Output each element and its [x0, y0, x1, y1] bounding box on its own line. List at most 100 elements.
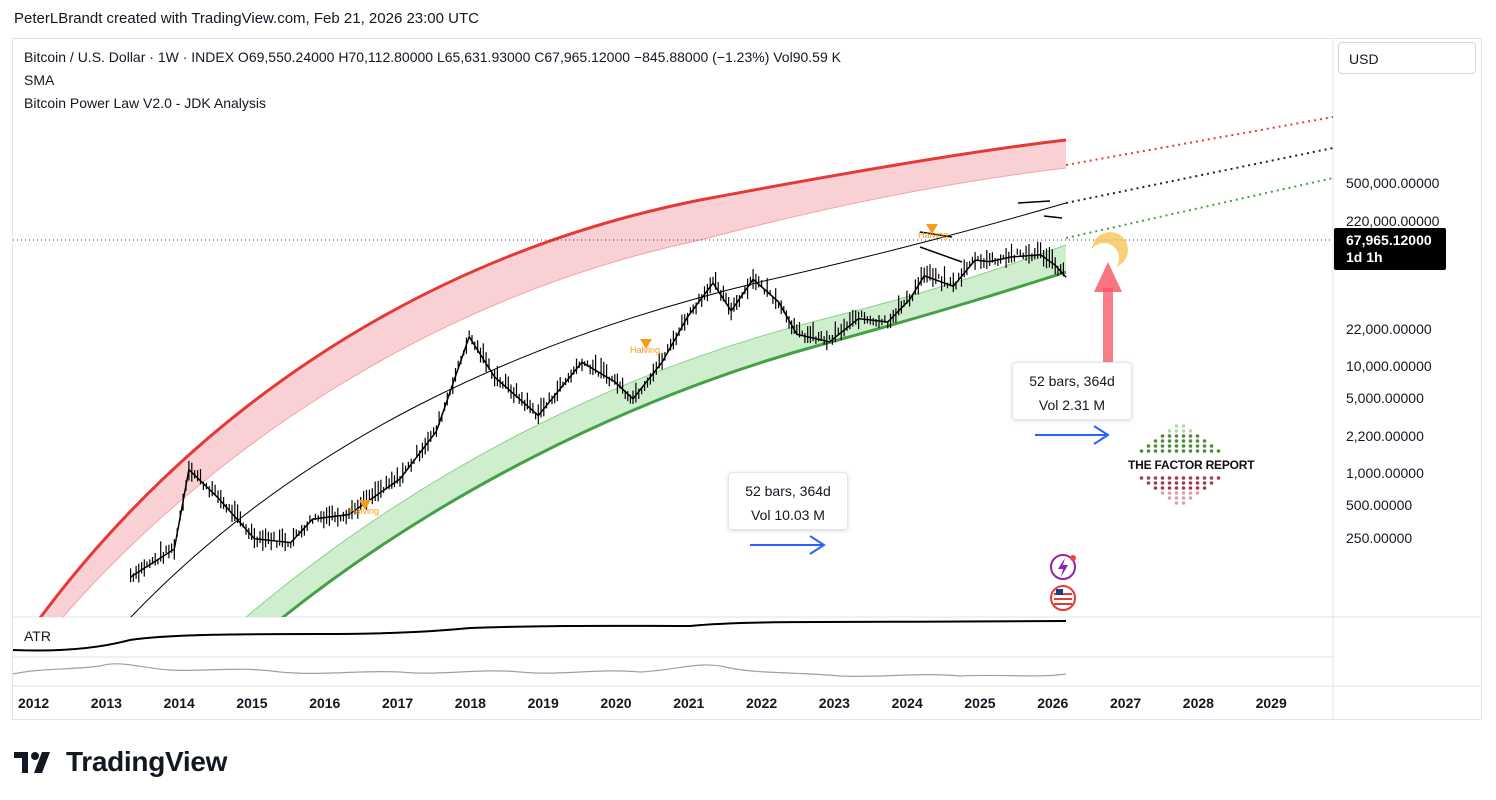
logo-dot [1160, 486, 1165, 490]
logo-dot [1202, 486, 1207, 490]
logo-dot [1167, 496, 1172, 500]
halving-label-1: Halving [349, 506, 380, 516]
halving-label-2: Halving [630, 345, 661, 355]
logo-dot [1160, 481, 1165, 485]
lower-band-line [281, 270, 1067, 617]
measure-box-2-vol: Vol 2.31 M [1038, 397, 1106, 413]
logo-dot [1174, 439, 1179, 443]
logo-dot [1202, 481, 1207, 485]
logo-dot [1174, 434, 1179, 438]
y-tick-label: 10,000.00000 [1346, 357, 1432, 374]
x-tick-label: 2023 [818, 695, 850, 711]
logo-dot [1174, 491, 1179, 495]
logo-dot [1174, 481, 1179, 485]
logo-dot [1167, 486, 1172, 490]
logo-dot [1181, 434, 1186, 438]
current-price-value: 67,965.12000 [1346, 232, 1432, 248]
logo-dot [1181, 444, 1186, 448]
logo-dot [1181, 449, 1186, 453]
chart-caption: PeterLBrandt created with TradingView.co… [14, 10, 479, 27]
logo-dot [1146, 449, 1151, 453]
logo-dot [1167, 444, 1172, 448]
halving-label-3: Halving [918, 230, 949, 240]
logo-dot [1195, 444, 1200, 448]
logo-dot [1181, 429, 1186, 433]
us-flag-icon [1050, 585, 1076, 611]
x-tick-label: 2022 [746, 695, 778, 711]
logo-dot [1174, 424, 1179, 428]
tradingview-wordmark: TradingView [66, 746, 228, 777]
logo-dot [1160, 434, 1165, 438]
y-tick-label: 1,000.00000 [1346, 465, 1424, 481]
atr-label[interactable]: ATR [24, 628, 51, 644]
y-tick-label: 220,000.00000 [1346, 213, 1440, 230]
measure-box-2[interactable]: 52 bars, 364d Vol 2.31 M [1012, 362, 1132, 420]
factor-report-logo [1139, 424, 1221, 505]
logo-dot [1216, 449, 1221, 453]
logo-dot [1174, 476, 1179, 480]
measure-box-1[interactable]: 52 bars, 364d Vol 10.03 M [728, 472, 848, 530]
price-candles [130, 241, 1067, 583]
logo-dot [1153, 449, 1158, 453]
tradingview-logo[interactable]: TradingView [14, 746, 227, 778]
logo-dot [1174, 496, 1179, 500]
bar-countdown: 1d 1h [1346, 249, 1383, 265]
logo-dot [1188, 491, 1193, 495]
indicator-power-law-label[interactable]: Bitcoin Power Law V2.0 - JDK Analysis [24, 95, 266, 111]
logo-dot [1153, 444, 1158, 448]
x-tick-label: 2027 [1110, 695, 1142, 711]
projection-lower [1065, 177, 1333, 239]
factor-report-title: THE FACTOR REPORT [1128, 458, 1255, 472]
logo-dot [1195, 476, 1200, 480]
logo-dot [1195, 449, 1200, 453]
logo-dot [1195, 491, 1200, 495]
logo-dot [1167, 491, 1172, 495]
projection-upper [1065, 116, 1333, 166]
logo-dot [1181, 491, 1186, 495]
logo-dot [1146, 476, 1151, 480]
logo-dot [1209, 444, 1214, 448]
logo-dot [1174, 449, 1179, 453]
logo-dot [1153, 476, 1158, 480]
red-up-arrow [1094, 262, 1122, 368]
logo-dot [1160, 491, 1165, 495]
logo-dot [1209, 476, 1214, 480]
logo-dot [1188, 439, 1193, 443]
logo-dot [1188, 486, 1193, 490]
indicator-sma-label[interactable]: SMA [24, 72, 55, 88]
x-tick-label: 2014 [163, 695, 195, 711]
logo-dot [1153, 481, 1158, 485]
logo-dot [1160, 449, 1165, 453]
logo-dot [1139, 449, 1144, 453]
symbol-info-line[interactable]: Bitcoin / U.S. Dollar · 1W · INDEX O69,5… [24, 49, 841, 65]
x-tick-label: 2024 [891, 695, 923, 711]
measure-box-1-bars: 52 bars, 364d [745, 483, 831, 499]
current-price-tag: 67,965.12000 1d 1h [1334, 228, 1446, 270]
logo-dot [1146, 481, 1151, 485]
chart-frame [12, 38, 1482, 720]
x-tick-label: 2015 [236, 695, 268, 711]
logo-dot [1167, 434, 1172, 438]
logo-dot [1167, 439, 1172, 443]
logo-dot [1195, 486, 1200, 490]
y-tick-label: 5,000.00000 [1346, 389, 1424, 406]
measure-box-1-vol: Vol 10.03 M [751, 507, 825, 523]
measure-box-2-bars: 52 bars, 364d [1029, 373, 1115, 389]
x-tick-label: 2016 [309, 695, 341, 711]
logo-dot [1139, 476, 1144, 480]
logo-dot [1195, 434, 1200, 438]
logo-dot [1181, 439, 1186, 443]
logo-dot [1188, 444, 1193, 448]
y-tick-label: 500.00000 [1346, 497, 1413, 514]
currency-selector[interactable]: USD [1338, 42, 1476, 74]
upper-band-line [38, 138, 1067, 617]
logo-dot [1181, 481, 1186, 485]
x-tick-label: 2020 [600, 695, 632, 711]
atr-line [12, 620, 1067, 652]
logo-dot [1153, 486, 1158, 490]
logo-dot [1160, 439, 1165, 443]
x-tick-label: 2017 [382, 695, 414, 711]
logo-dot [1167, 449, 1172, 453]
x-tick-label: 2025 [964, 695, 996, 711]
